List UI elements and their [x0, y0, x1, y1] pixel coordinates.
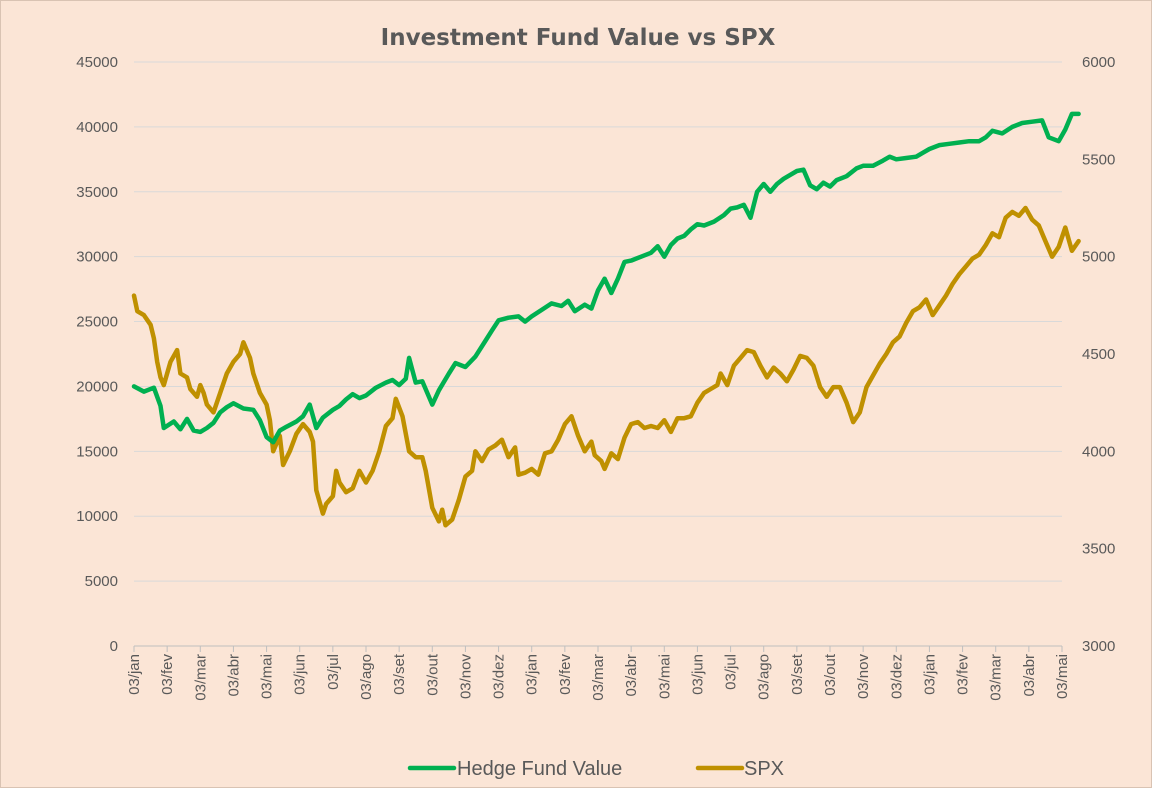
chart-title: Investment Fund Value vs SPX [381, 25, 776, 51]
x-tick-label: 03/fev [159, 654, 176, 695]
legend: Hedge Fund Value SPX [407, 758, 784, 780]
y-left-tick-label: 15000 [76, 443, 118, 460]
x-tick-label: 03/jul [325, 654, 342, 690]
legend-label: SPX [744, 758, 784, 780]
x-tick-label: 03/abr [1021, 654, 1038, 697]
axes: 0500010000150002000025000300003500040000… [76, 54, 1115, 701]
series-lines [131, 111, 1081, 528]
x-tick-label: 03/abr [623, 654, 640, 697]
y-right-tick-label: 4500 [1082, 346, 1115, 363]
y-left-tick-label: 10000 [76, 508, 118, 525]
x-tick-label: 03/mar [192, 654, 209, 701]
x-tick-label: 03/ago [756, 654, 773, 700]
series-line-hedge-fund-value [131, 111, 1081, 445]
x-tick-label: 03/dez [888, 654, 905, 699]
y-right-tick-label: 6000 [1082, 54, 1115, 71]
x-tick-label: 03/out [424, 653, 441, 696]
x-tick-label: 03/set [391, 653, 408, 695]
y-right-tick-label: 3000 [1082, 638, 1115, 655]
x-tick-label: 03/out [822, 653, 839, 696]
x-tick-label: 03/mai [1054, 654, 1071, 699]
legend-label: Hedge Fund Value [457, 758, 622, 780]
x-tick-label: 03/fev [955, 654, 972, 695]
x-tick-label: 03/mai [259, 654, 276, 699]
x-tick-label: 03/set [789, 653, 806, 695]
series-line-spx [131, 205, 1081, 528]
y-right-tick-label: 4000 [1082, 443, 1115, 460]
x-tick-label: 03/jan [126, 654, 143, 695]
y-right-tick-label: 5500 [1082, 151, 1115, 168]
x-tick-label: 03/jan [524, 654, 541, 695]
x-tick-label: 03/fev [557, 654, 574, 695]
x-tick-label: 03/nov [855, 654, 872, 700]
x-tick-label: 03/dez [491, 654, 508, 699]
y-right-tick-label: 5000 [1082, 249, 1115, 266]
y-right-tick-label: 3500 [1082, 541, 1115, 558]
x-tick-label: 03/mai [656, 654, 673, 699]
y-left-tick-label: 30000 [76, 249, 118, 266]
y-left-tick-label: 25000 [76, 314, 118, 331]
y-left-tick-label: 5000 [85, 573, 118, 590]
y-left-tick-label: 0 [110, 638, 118, 655]
gridlines [134, 61, 1062, 582]
x-tick-label: 03/jun [689, 654, 706, 695]
x-tick-label: 03/abr [225, 654, 242, 697]
x-tick-label: 03/jul [723, 654, 740, 690]
x-tick-label: 03/jun [292, 654, 309, 695]
x-tick-label: 03/ago [358, 654, 375, 700]
y-left-tick-label: 45000 [76, 54, 118, 71]
y-left-tick-label: 20000 [76, 378, 118, 395]
y-left-tick-label: 35000 [76, 184, 118, 201]
x-tick-label: 03/nov [457, 654, 474, 700]
x-tick-label: 03/mar [590, 654, 607, 701]
x-tick-label: 03/mar [988, 654, 1005, 701]
y-left-tick-label: 40000 [76, 119, 118, 136]
x-tick-label: 03/jan [921, 654, 938, 695]
